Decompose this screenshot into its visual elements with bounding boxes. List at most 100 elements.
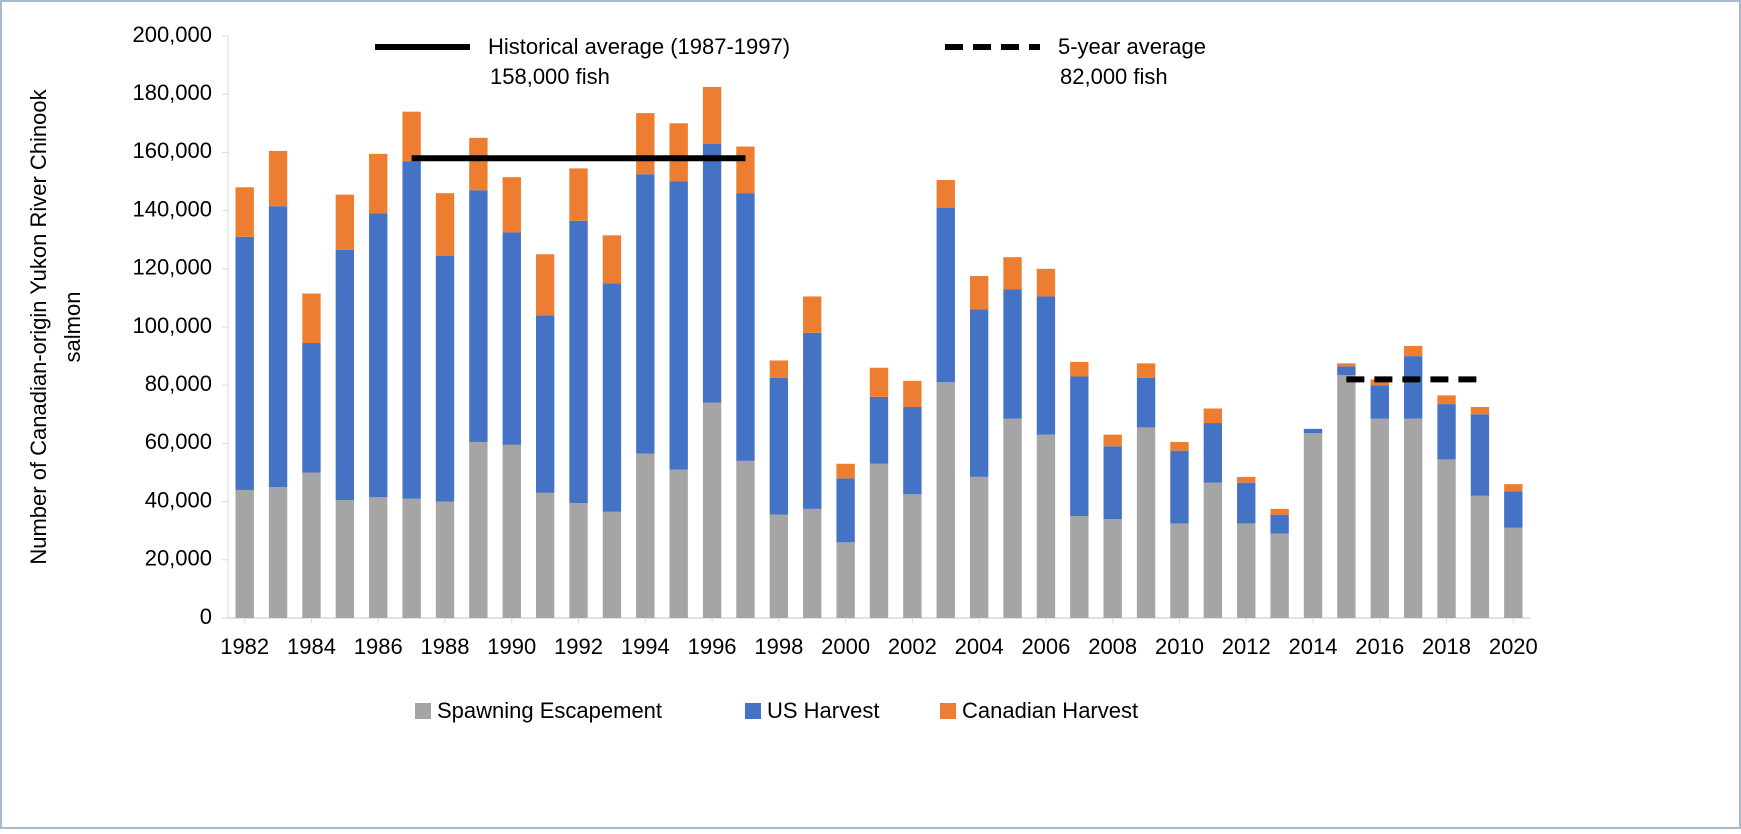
x-tick-label: 1994	[621, 634, 670, 659]
bar-segment	[1437, 395, 1456, 405]
bar-segment	[469, 190, 488, 442]
bar-segment	[268, 206, 288, 488]
x-tick-label: 2016	[1355, 634, 1404, 659]
bar-segment	[1370, 385, 1389, 419]
x-tick-label: 1986	[354, 634, 403, 659]
bar-segment	[1437, 459, 1456, 618]
y-tick-label: 100,000	[132, 313, 212, 338]
bar-segment	[1070, 376, 1089, 517]
bar-segment	[602, 235, 622, 284]
legend-swatch	[415, 703, 431, 719]
bar-segment	[1303, 433, 1323, 618]
bar-segment	[803, 332, 822, 509]
bar-segment	[1203, 408, 1223, 424]
bar-segment	[769, 360, 789, 378]
bar-segment	[535, 492, 555, 618]
bar-segment	[1437, 404, 1456, 460]
legend-label: US Harvest	[767, 698, 879, 723]
bar-segment	[569, 220, 588, 504]
bar-segment	[936, 207, 955, 383]
y-tick-label: 160,000	[132, 138, 212, 163]
bar-segment	[435, 193, 455, 256]
bar-segment	[402, 111, 421, 162]
bar-segment	[903, 380, 922, 408]
bar-segment	[1103, 446, 1122, 520]
bar-segment	[969, 309, 989, 477]
bar-segment	[1103, 519, 1122, 618]
x-tick-label: 2014	[1289, 634, 1338, 659]
bar-segment	[1403, 345, 1423, 357]
x-tick-label: 1992	[554, 634, 603, 659]
bar-segment	[836, 542, 855, 618]
bar-segment	[502, 177, 521, 233]
bar-segment	[1203, 482, 1223, 618]
x-tick-label: 2000	[821, 634, 870, 659]
bar-segment	[602, 283, 622, 512]
x-tick-label: 1984	[287, 634, 336, 659]
bar-segment	[1504, 484, 1523, 492]
bar-segment	[1303, 428, 1323, 434]
bar-segment	[469, 441, 488, 618]
bar-segment	[636, 174, 655, 454]
bar-segment	[235, 236, 254, 490]
bar-segment	[736, 193, 755, 461]
bar-segment	[235, 187, 254, 237]
bar-segment	[1470, 495, 1490, 618]
x-tick-label: 1990	[487, 634, 536, 659]
bar-segment	[1270, 514, 1289, 534]
bar-segment	[969, 276, 989, 310]
x-tick-label: 1988	[421, 634, 470, 659]
bar-segment	[1370, 418, 1389, 618]
bar-segment	[1337, 366, 1356, 376]
bar-segment	[535, 315, 555, 493]
bar-segment	[335, 194, 355, 250]
bar-segment	[869, 367, 889, 397]
bar-segment	[969, 476, 989, 618]
bar-segment	[435, 501, 455, 618]
legend-label: Canadian Harvest	[962, 698, 1138, 723]
bar-segment	[903, 494, 922, 618]
bar-segment	[1136, 377, 1156, 428]
legend-swatch	[745, 703, 761, 719]
bar-segment	[736, 460, 755, 618]
reference-value-label: 158,000 fish	[490, 64, 610, 89]
bar-segment	[669, 181, 688, 470]
bar-segment	[836, 478, 855, 543]
bar-segment	[1170, 441, 1189, 451]
bar-segment	[1470, 414, 1490, 496]
bar-segment	[302, 343, 321, 473]
bar-segment	[636, 453, 655, 618]
y-tick-label: 60,000	[145, 429, 212, 454]
bar-segment	[369, 213, 388, 498]
bar-segment	[803, 296, 822, 333]
x-tick-label: 2002	[888, 634, 937, 659]
bar-segment	[1036, 434, 1056, 618]
bar-segment	[502, 232, 521, 445]
y-tick-label: 20,000	[145, 546, 212, 571]
bar-segment	[602, 511, 622, 618]
bar-segment	[1170, 450, 1189, 524]
bar-segment	[1337, 363, 1356, 367]
bar-segment	[335, 500, 355, 618]
x-tick-label: 2008	[1088, 634, 1137, 659]
bar-segment	[1036, 296, 1056, 435]
x-tick-label: 2006	[1021, 634, 1070, 659]
bar-segment	[702, 86, 722, 144]
bar-segment	[402, 498, 421, 618]
bar-segment	[1170, 523, 1189, 618]
bar-segment	[702, 143, 722, 403]
bar-segment	[936, 382, 955, 618]
y-axis-label: Number of Canadian-origin Yukon River Ch…	[26, 88, 51, 564]
bar-segment	[936, 180, 955, 208]
bar-segment	[1337, 375, 1356, 618]
x-tick-label: 1982	[220, 634, 269, 659]
bar-segment	[836, 463, 855, 479]
x-tick-label: 2004	[955, 634, 1004, 659]
bar-segment	[1003, 257, 1022, 290]
bar-segment	[1470, 407, 1490, 415]
bar-segment	[1237, 476, 1256, 483]
x-tick-label: 2010	[1155, 634, 1204, 659]
bar-segment	[1270, 533, 1289, 618]
y-tick-label: 120,000	[132, 255, 212, 280]
bar-segment	[535, 254, 555, 316]
